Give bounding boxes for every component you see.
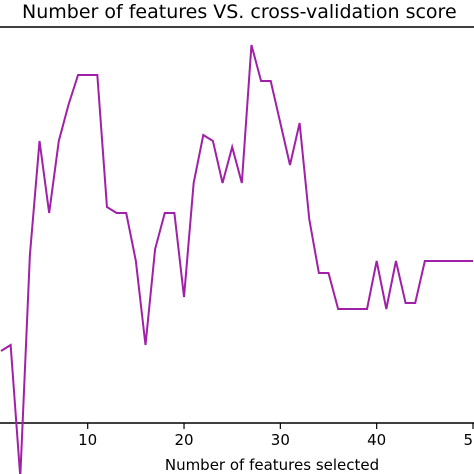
x-tick-label: 40 bbox=[367, 431, 386, 449]
plot-axes bbox=[0, 26, 474, 424]
x-axis-ticks: 10 20 30 40 50 bbox=[78, 423, 474, 449]
series-layer bbox=[0, 44, 473, 474]
x-axis-title: Number of features selected bbox=[165, 456, 379, 474]
series-line-1 bbox=[0, 44, 473, 474]
x-tick-label: 50 bbox=[463, 431, 474, 449]
x-tick-label: 20 bbox=[174, 431, 193, 449]
chart-title: Number of features VS. cross-validation … bbox=[22, 1, 457, 23]
x-tick-label: 30 bbox=[271, 431, 290, 449]
x-tick-label: 10 bbox=[78, 431, 97, 449]
